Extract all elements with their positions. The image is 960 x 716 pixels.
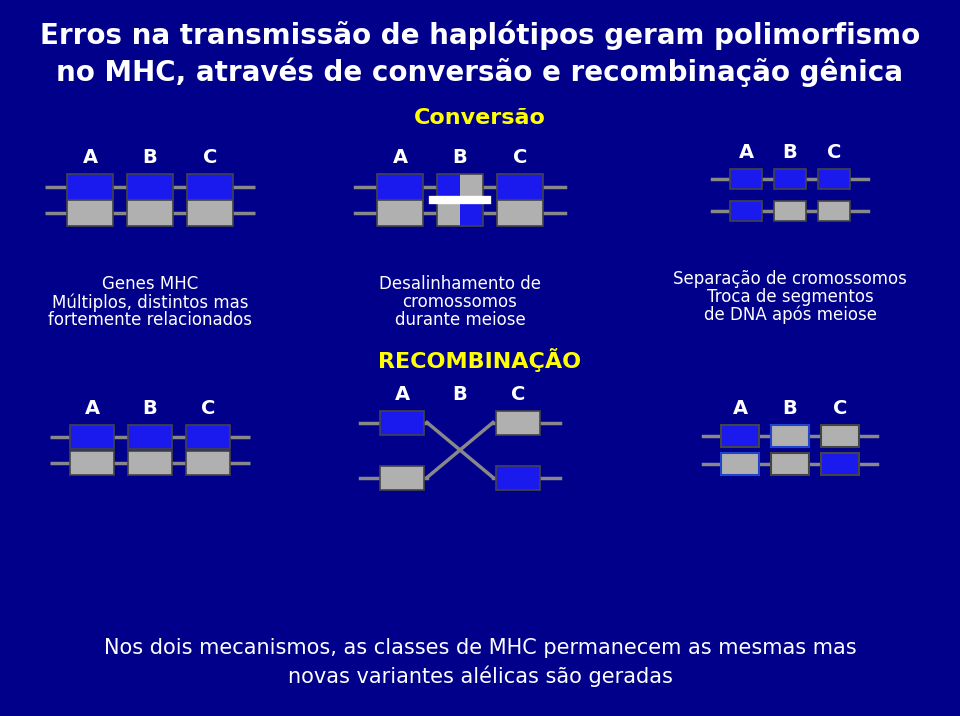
Bar (67, 200, 113, 226)
Text: C: C (201, 399, 215, 418)
Bar (187, 200, 233, 226)
Text: Desalinhamento de: Desalinhamento de (379, 275, 541, 293)
Bar (497, 200, 543, 226)
Text: Genes MHC: Genes MHC (102, 275, 198, 293)
Text: fortemente relacionados: fortemente relacionados (48, 311, 252, 329)
Text: Troca de segmentos: Troca de segmentos (707, 288, 874, 306)
Text: novas variantes alélicas são geradas: novas variantes alélicas são geradas (288, 665, 672, 687)
Bar (497, 174, 543, 200)
Text: B: B (143, 399, 157, 418)
Text: B: B (452, 148, 468, 167)
Bar (127, 174, 173, 200)
Text: B: B (782, 399, 798, 418)
Bar (774, 201, 806, 221)
Bar (818, 169, 850, 189)
Bar (186, 425, 230, 449)
Bar (771, 425, 809, 447)
Text: A: A (732, 399, 748, 418)
Text: RECOMBINAÇÃO: RECOMBINAÇÃO (378, 348, 582, 372)
Bar (818, 201, 850, 221)
Bar (821, 453, 859, 475)
Bar (730, 169, 762, 189)
Bar (496, 410, 540, 435)
Bar (460, 174, 483, 200)
Bar (128, 425, 172, 449)
Text: Nos dois mecanismos, as classes de MHC permanecem as mesmas mas: Nos dois mecanismos, as classes de MHC p… (104, 638, 856, 658)
Text: A: A (395, 384, 410, 404)
Bar (437, 200, 460, 226)
Bar (128, 451, 172, 475)
Bar (496, 465, 540, 490)
Bar (437, 200, 483, 226)
Text: Separação de cromossomos: Separação de cromossomos (673, 270, 907, 288)
Bar (127, 200, 173, 226)
Bar (70, 451, 114, 475)
Text: A: A (393, 148, 408, 167)
Text: B: B (782, 143, 798, 162)
Text: A: A (738, 143, 754, 162)
Bar (821, 425, 859, 447)
Bar (186, 451, 230, 475)
Bar (377, 200, 423, 226)
Bar (460, 200, 483, 226)
Text: no MHC, através de conversão e recombinação gênica: no MHC, através de conversão e recombina… (57, 57, 903, 87)
Text: A: A (84, 399, 100, 418)
Text: C: C (513, 148, 527, 167)
Bar (771, 453, 809, 475)
Text: B: B (143, 148, 157, 167)
Text: C: C (827, 143, 841, 162)
Bar (380, 410, 424, 435)
Bar (67, 174, 113, 200)
Bar (774, 169, 806, 189)
Text: A: A (83, 148, 98, 167)
Text: C: C (203, 148, 217, 167)
Bar (377, 174, 423, 200)
Text: de DNA após meiose: de DNA após meiose (704, 306, 876, 324)
Text: cromossomos: cromossomos (402, 293, 517, 311)
Text: Múltiplos, distintos mas: Múltiplos, distintos mas (52, 293, 249, 311)
Bar (380, 465, 424, 490)
Bar (721, 453, 759, 475)
Bar (437, 174, 483, 200)
Text: B: B (452, 384, 468, 404)
Text: Erros na transmissão de haplótipos geram polimorfismo: Erros na transmissão de haplótipos geram… (40, 20, 920, 49)
Bar (721, 425, 759, 447)
Bar (70, 425, 114, 449)
Text: C: C (833, 399, 847, 418)
Bar (187, 174, 233, 200)
Text: Conversão: Conversão (414, 108, 546, 128)
Text: C: C (511, 384, 525, 404)
Bar (437, 174, 460, 200)
Bar (730, 201, 762, 221)
Text: durante meiose: durante meiose (395, 311, 525, 329)
